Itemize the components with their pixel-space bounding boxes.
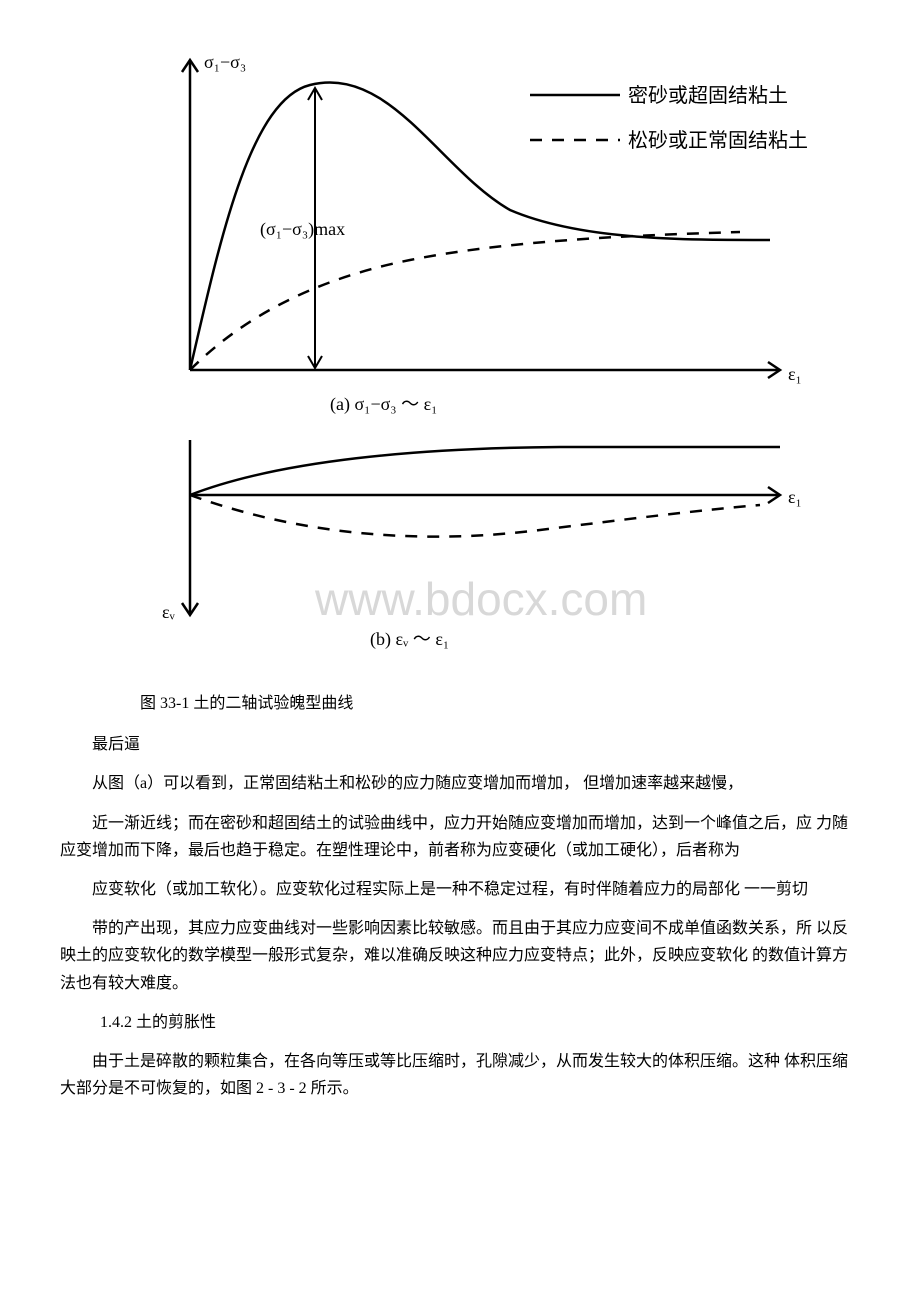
top-xlabel: ε₁ xyxy=(788,364,802,384)
bottom-solid-curve xyxy=(190,447,780,495)
peak-annotation: (σ₁−σ₃)max xyxy=(260,219,345,240)
bottom-ylabel: εᵥ xyxy=(162,602,176,622)
para-a: 从图（a）可以看到，正常固结粘土和松砂的应力随应变增加而增加， 但增加速率越来越… xyxy=(60,770,860,797)
para-c: 应变软化（或加工软化）。应变软化过程实际上是一种不稳定过程，有时伴随着应力的局部… xyxy=(60,876,860,903)
legend-dash-label: 松砂或正常固结粘土 xyxy=(628,129,808,152)
section-1-4-2: 1.4.2 土的剪胀性 xyxy=(100,1009,860,1036)
panel-a-caption: (a) σ₁−σ₃ ～ ε₁ xyxy=(330,394,437,415)
panel-b-caption: (b) εᵥ ～ ε₁ xyxy=(370,629,449,650)
top-dash-curve xyxy=(190,232,740,370)
watermark: www.bdocx.com xyxy=(314,573,647,625)
legend-solid-label: 密砂或超固结粘土 xyxy=(628,84,788,107)
para-pre: 最后逼 xyxy=(60,731,860,758)
bottom-xlabel: ε₁ xyxy=(788,487,802,507)
bottom-dash-curve xyxy=(190,495,760,537)
para-e: 由于土是碎散的颗粒集合，在各向等压或等比压缩时，孔隙减少，从而发生较大的体积压缩… xyxy=(60,1048,860,1102)
top-ylabel: σ₁−σ₃ xyxy=(204,52,246,72)
figure-caption: 图 33-1 土的二轴试验魄型曲线 xyxy=(140,690,860,717)
para-d: 带的产出现，其应力应变曲线对一些影响因素比较敏感。而且由于其应力应变间不成单值函… xyxy=(60,915,860,997)
triaxial-figure: σ₁−σ₃ ε₁ 密砂或超固结粘土 松砂或正常固结粘土 (σ₁−σ₃)max (… xyxy=(120,30,860,670)
para-b: 近一渐近线；而在密砂和超固结土的试验曲线中，应力开始随应变增加而增加，达到一个峰… xyxy=(60,810,860,864)
